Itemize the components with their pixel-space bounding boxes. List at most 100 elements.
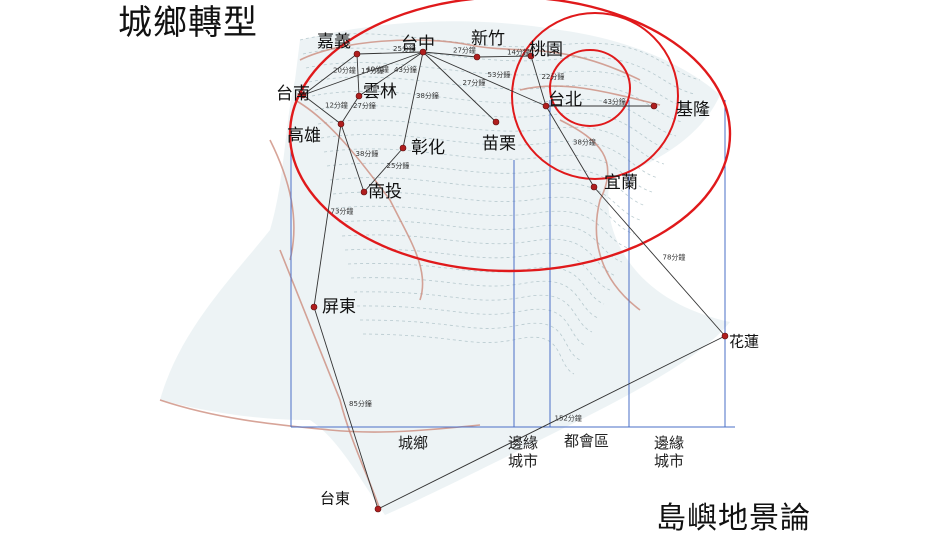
influence-circle — [549, 49, 631, 127]
zone-label-text: 城鄉 — [398, 434, 429, 452]
route-time-label: 38分鐘 — [356, 149, 379, 158]
road-line — [159, 399, 481, 433]
route-time-label: 27分鐘 — [453, 46, 476, 55]
travel-time-labels: 25分鐘 27分鐘 14分鐘 53分鐘 22分鐘 27分鐘 20分鐘 17分鐘 43分鐘 38分鐘… — [325, 44, 685, 423]
influence-circle — [288, 0, 732, 273]
contour-line — [305, 62, 689, 109]
route-line — [422, 51, 478, 58]
route-time-label: 27分鐘 — [463, 78, 486, 87]
road-line — [294, 99, 424, 301]
travel-routes — [302, 51, 726, 510]
city-label-tainan: 台南 — [276, 84, 310, 104]
contour-line — [317, 119, 665, 165]
zone-label-text: 城市 — [654, 452, 685, 470]
route-line — [422, 51, 497, 123]
city-dot — [721, 332, 729, 340]
contour-line — [356, 305, 587, 347]
city-label-xinzhu: 新竹 — [471, 29, 505, 49]
city-label-taibei: 台北 — [548, 90, 582, 110]
route-line — [302, 94, 342, 125]
city-dot — [650, 102, 658, 110]
city-label-taidong: 台東 — [320, 490, 350, 508]
route-line — [377, 335, 726, 510]
route-line — [363, 147, 404, 193]
city-label-nantou: 南投 — [368, 182, 402, 202]
route-time-label: 152分鐘 — [555, 414, 582, 423]
zone-label-metro: 都會區 — [564, 432, 609, 450]
city-dot — [299, 91, 307, 99]
route-line — [313, 123, 342, 308]
city-dot — [527, 52, 535, 60]
route-time-label: 38分鐘 — [416, 91, 439, 100]
road-line — [299, 39, 641, 81]
route-line — [545, 105, 595, 188]
city-dot — [399, 144, 407, 152]
contour-line — [323, 148, 653, 193]
route-line — [422, 51, 547, 107]
route-line — [302, 51, 424, 96]
influence-circles — [288, 0, 732, 273]
city-label-pingdong: 屏東 — [322, 297, 356, 317]
city-dot — [360, 188, 368, 196]
contour-line — [344, 248, 611, 291]
contour-line — [302, 47, 695, 95]
route-time-label: 43分鐘 — [394, 65, 417, 74]
route-time-label: 27分鐘 — [353, 101, 376, 110]
route-line — [593, 186, 726, 337]
contour-line — [353, 291, 593, 333]
city-dot — [310, 303, 318, 311]
city-dot — [473, 53, 481, 61]
route-line — [340, 123, 365, 193]
city-markers — [299, 48, 729, 513]
route-time-label: 43分鐘 — [603, 97, 626, 106]
zone-boundary-lines — [290, 100, 735, 428]
road-line — [559, 119, 641, 311]
route-time-label: 14分鐘 — [507, 48, 530, 57]
zone-label-edge-city-right: 邊緣 城市 — [654, 434, 684, 470]
route-time-label: 12分鐘 — [325, 101, 348, 110]
city-dot — [419, 48, 427, 56]
route-time-label: 78分鐘 — [663, 253, 686, 262]
zone-label-rural: 城鄉 — [398, 434, 428, 452]
road-line — [519, 85, 661, 106]
city-label-zhanghua: 彰化 — [411, 138, 445, 158]
route-line — [313, 306, 379, 510]
figure-title: 城鄉轉型 — [118, 3, 258, 43]
route-time-label: 53分鐘 — [488, 70, 511, 79]
city-label-taoyuan: 桃園 — [529, 40, 563, 60]
route-line — [340, 95, 360, 125]
contour-line — [311, 90, 677, 137]
route-time-label: 40分鐘 — [366, 65, 389, 74]
terrain-background — [159, 21, 730, 516]
route-time-label: 25分鐘 — [393, 44, 416, 53]
city-dot — [355, 92, 363, 100]
city-label-jilong: 基隆 — [676, 100, 710, 120]
route-line — [302, 53, 358, 96]
contour-line — [329, 177, 641, 221]
contour-line — [350, 277, 599, 319]
route-time-label: 38分鐘 — [573, 138, 596, 147]
contour-line — [332, 191, 635, 235]
city-label-yilan: 宜蘭 — [604, 173, 638, 193]
route-line — [402, 51, 424, 149]
city-label-miaoli: 苗栗 — [482, 134, 516, 154]
route-line — [476, 55, 532, 58]
zone-label-edge-city-left: 邊緣 城市 — [508, 434, 538, 470]
road-line — [279, 249, 381, 511]
city-dot — [590, 183, 598, 191]
zone-label-text: 城市 — [508, 452, 539, 470]
city-dot — [374, 505, 382, 513]
zone-label-text: 邊緣 — [508, 434, 539, 452]
route-line — [358, 51, 424, 97]
zone-label-text: 邊緣 — [654, 434, 685, 452]
city-label-yunlin: 雲林 — [363, 82, 397, 102]
route-time-label: 73分鐘 — [331, 207, 354, 216]
influence-circle — [511, 12, 679, 180]
route-time-label: 20分鐘 — [333, 66, 356, 75]
city-label-taizhong: 台中 — [401, 34, 435, 54]
route-time-label: 17分鐘 — [361, 66, 384, 75]
contour-line — [326, 162, 647, 207]
